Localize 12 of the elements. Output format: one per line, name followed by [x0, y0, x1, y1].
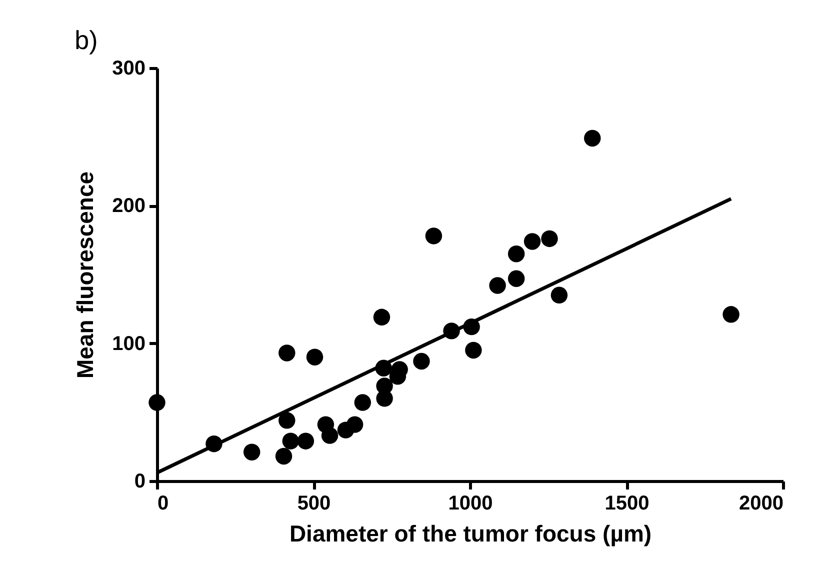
x-tick-label: 1500	[604, 492, 650, 514]
y-tick-label: 200	[112, 195, 146, 218]
y-tick-label: 300	[112, 58, 146, 80]
x-tick-label: 500	[297, 492, 331, 514]
x-tick-label: 2000	[739, 492, 784, 514]
x-tick-label: 1000	[448, 492, 493, 514]
y-axis-title: Mean fluorescence	[72, 171, 98, 379]
y-tick-label: 0	[134, 470, 146, 492]
y-tick-label: 100	[112, 332, 146, 355]
x-tick-label: 0	[158, 492, 169, 514]
x-axis-title: Diameter of the tumor focus (µm)	[289, 520, 652, 546]
text: b)	[74, 25, 98, 55]
